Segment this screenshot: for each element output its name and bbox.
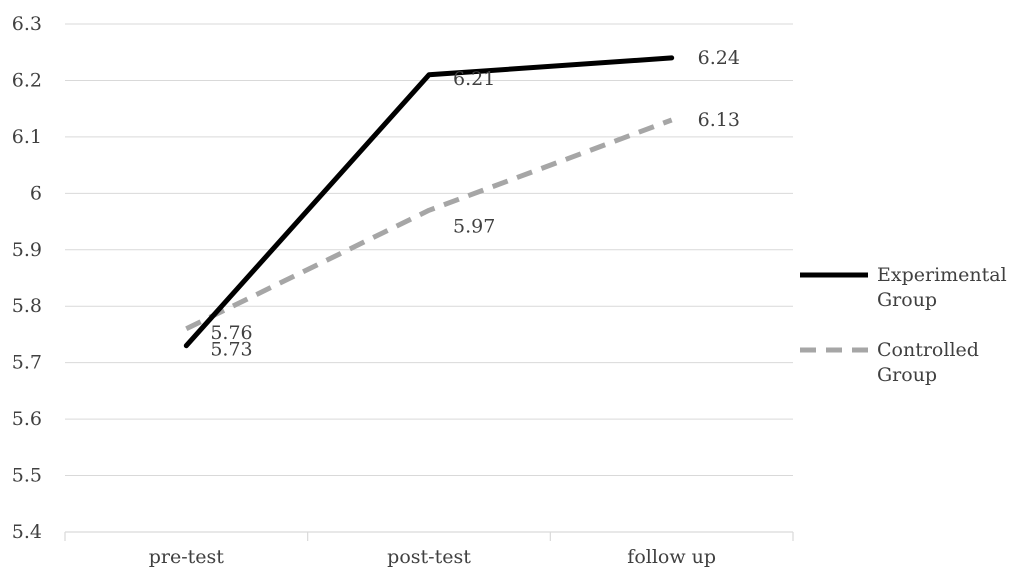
x-category-label: post-test — [387, 546, 471, 568]
gridlines — [65, 23, 793, 477]
y-tick-label: 5.6 — [12, 408, 42, 430]
x-category-label: pre-test — [149, 546, 225, 568]
legend-label: Group — [877, 289, 937, 311]
y-tick-label: 6.1 — [12, 126, 42, 148]
data-label: 6.24 — [698, 47, 740, 69]
x-axis-category-labels: pre-test post-test follow up — [149, 546, 716, 568]
legend-label: Experimental — [877, 264, 1007, 286]
data-label: 6.13 — [698, 109, 740, 131]
data-label: 5.73 — [210, 339, 252, 361]
x-category-label: follow up — [627, 546, 716, 568]
series-line-controlled — [185, 117, 673, 332]
y-tick-label: 6.2 — [12, 69, 42, 91]
legend: Experimental Group Controlled Group — [800, 264, 1007, 386]
y-tick-label: 5.5 — [12, 465, 42, 487]
data-label: 5.76 — [210, 322, 252, 344]
series-line-experimental — [183, 55, 675, 349]
data-label: 6.21 — [453, 68, 495, 90]
y-tick-label: 6.3 — [12, 13, 42, 35]
y-tick-label: 5.7 — [12, 352, 42, 374]
legend-label: Controlled — [877, 339, 979, 361]
y-tick-label: 5.9 — [12, 239, 42, 261]
x-axis — [64, 531, 794, 541]
y-axis-tick-labels: 5.4 5.5 5.6 5.7 5.8 5.9 6 6.1 6.2 6.3 — [12, 13, 42, 543]
data-labels: 5.73 6.21 6.24 5.76 5.97 6.13 — [210, 47, 740, 361]
legend-label: Group — [877, 364, 937, 386]
series-lines — [183, 55, 675, 349]
y-tick-label: 5.4 — [12, 521, 42, 543]
y-tick-label: 5.8 — [12, 295, 42, 317]
y-tick-label: 6 — [30, 182, 42, 204]
data-label: 5.97 — [453, 215, 495, 237]
